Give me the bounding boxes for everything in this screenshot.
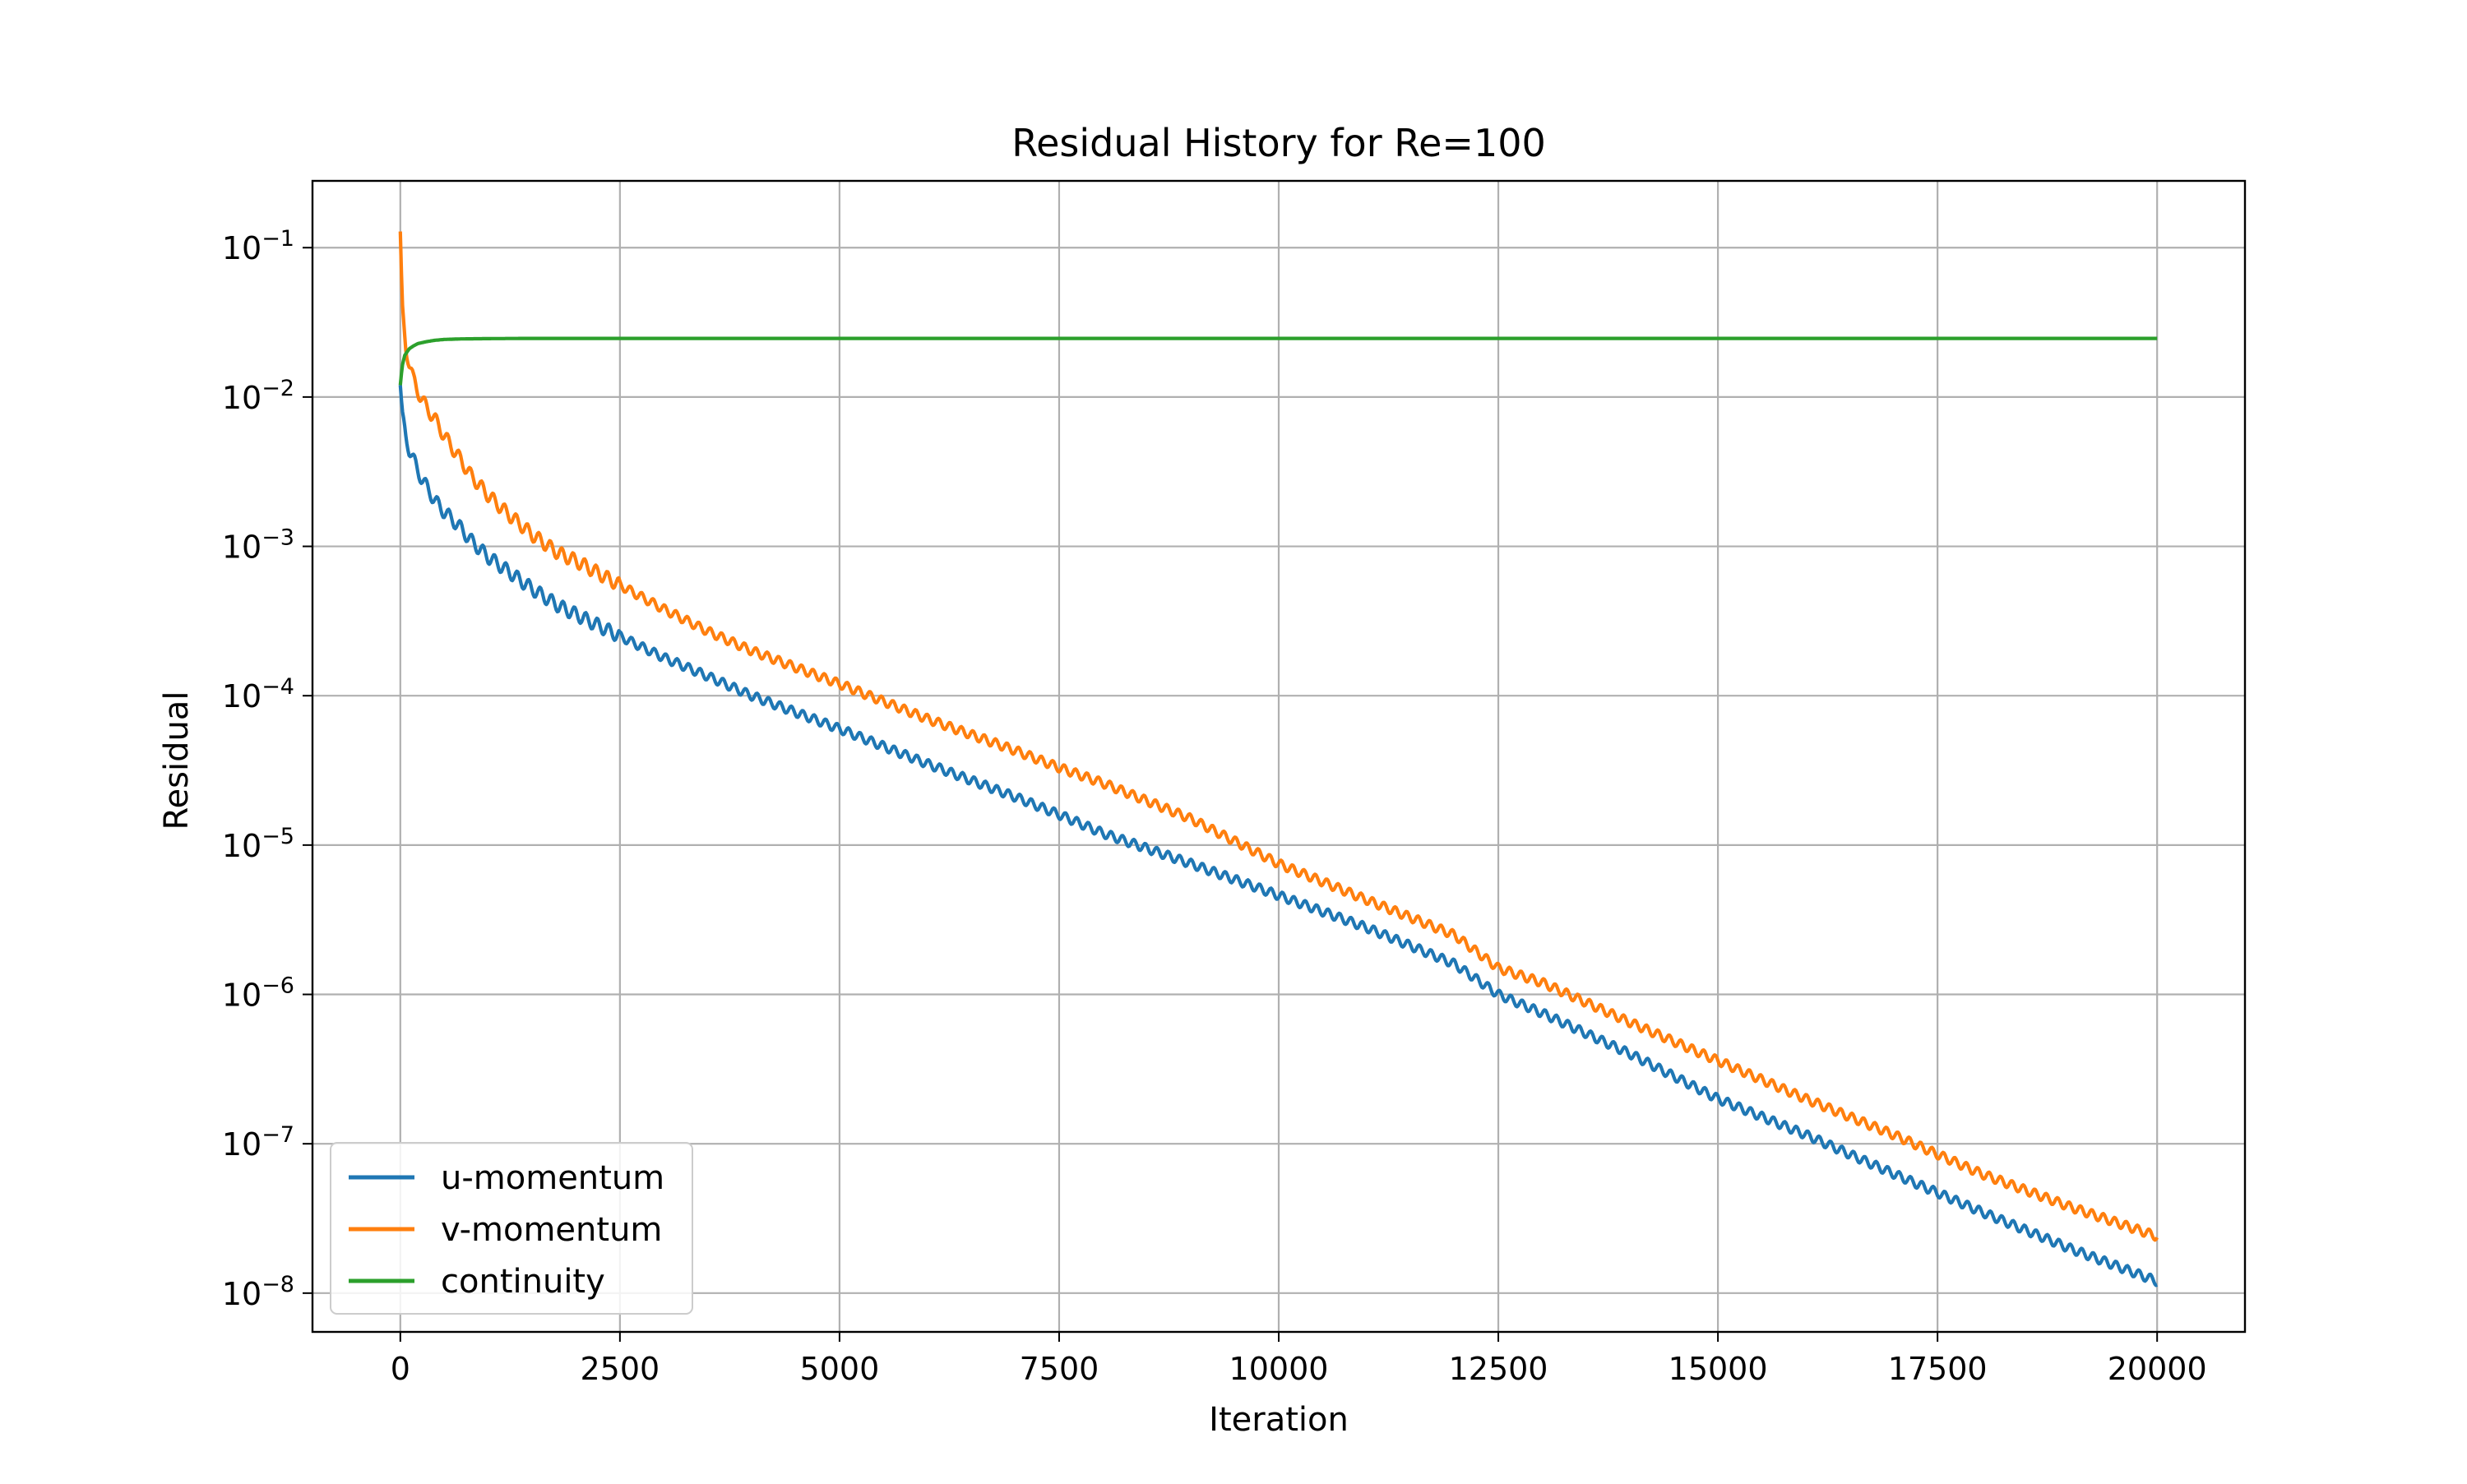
legend-label: v-momentum: [441, 1211, 662, 1249]
legend: u-momentum v-momentum continuity: [330, 1142, 693, 1315]
x-tick-label: 10000: [1229, 1351, 1329, 1387]
chart-title: Residual History for Re=100: [1011, 121, 1546, 165]
y-tick-label: 10−5: [222, 824, 294, 864]
y-tick-label: 10−7: [222, 1122, 294, 1163]
legend-label: u-momentum: [441, 1159, 664, 1197]
series-line-continuity: [398, 336, 2158, 386]
series-line-v-momentum: [398, 231, 2159, 1242]
grid-lines: [312, 181, 2245, 1332]
y-tick-label: 10−3: [222, 525, 294, 566]
x-tick-label: 17500: [1888, 1351, 1988, 1387]
x-tick-label: 15000: [1669, 1351, 1768, 1387]
x-axis-label: Iteration: [1209, 1401, 1349, 1439]
axis-ticks: 0 2500 5000 7500 10000 12500 15000 17500 20000 10…: [222, 226, 2207, 1387]
x-tick-label: 5000: [800, 1351, 880, 1387]
x-tick-label: 2500: [581, 1351, 660, 1387]
x-tick-label: 7500: [1020, 1351, 1099, 1387]
series-lines: [398, 231, 2159, 1288]
y-axis-label: Residual: [158, 691, 196, 830]
legend-box: [330, 1142, 693, 1315]
y-tick-label: 10−8: [222, 1272, 294, 1312]
y-tick-label: 10−1: [222, 226, 294, 266]
x-tick-label: 0: [391, 1351, 410, 1387]
x-tick-label: 20000: [2108, 1351, 2207, 1387]
x-tick-label: 12500: [1449, 1351, 1548, 1387]
series-line-u-momentum: [398, 385, 2158, 1288]
y-tick-label: 10−6: [222, 973, 294, 1014]
y-tick-label: 10−2: [222, 376, 294, 416]
y-tick-label: 10−4: [222, 674, 294, 714]
legend-label: continuity: [441, 1263, 605, 1301]
